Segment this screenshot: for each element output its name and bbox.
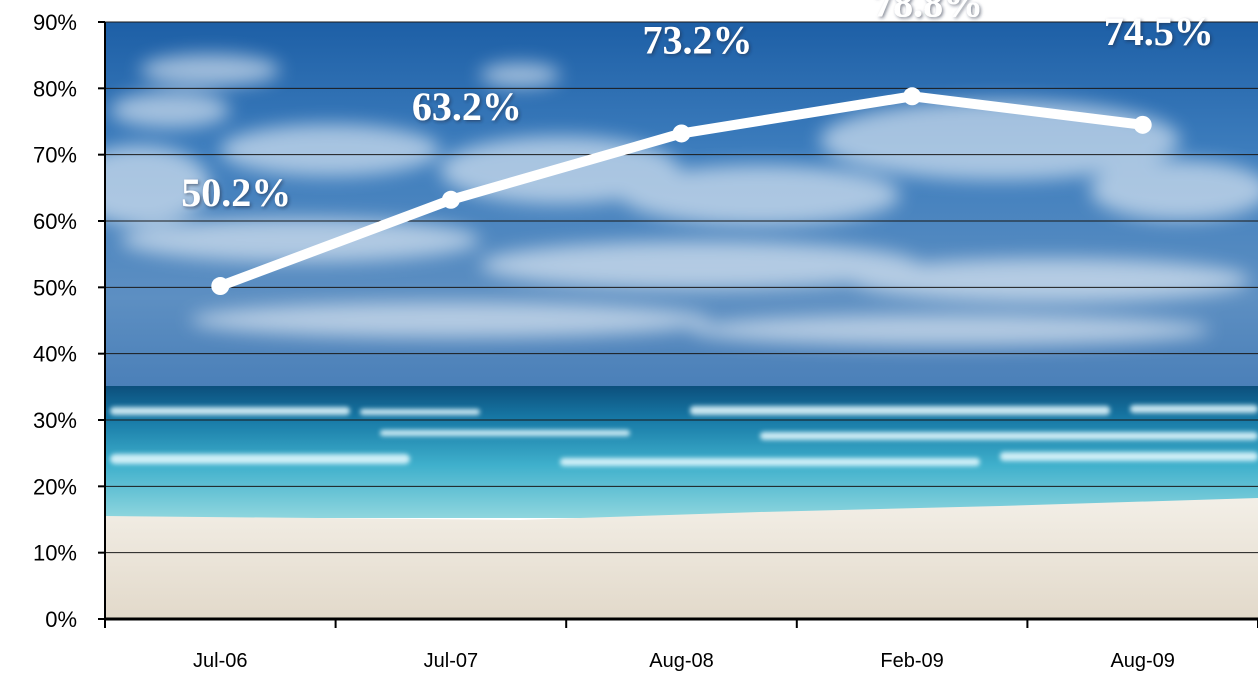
beach-background-image <box>105 22 1258 619</box>
data-point <box>903 87 922 106</box>
data-point <box>211 277 230 296</box>
data-label: 78.8% <box>873 0 983 25</box>
x-tick-label: Aug-08 <box>649 650 714 672</box>
data-labels: 50.2% 63.2% 73.2% 78.8% 74.5% <box>181 0 1213 215</box>
x-tick-label: Jul-06 <box>193 650 247 672</box>
series-line <box>211 87 1152 296</box>
gridlines <box>105 21 1258 554</box>
data-point <box>441 190 460 209</box>
axes <box>104 22 1258 621</box>
y-tick-label: 30% <box>33 408 77 433</box>
x-tick-label: Aug-09 <box>1110 650 1175 672</box>
y-tick-label: 90% <box>33 10 77 35</box>
x-axis-ticks: Jul-06 Jul-07 Aug-08 Feb-09 Aug-09 <box>104 619 1258 672</box>
data-label: 73.2% <box>643 17 753 62</box>
y-tick-label: 10% <box>33 541 77 566</box>
y-tick-label: 50% <box>33 275 77 300</box>
y-axis-ticks: 0% 10% 20% 30% 40% 50% 60% 70% 80% 90% <box>33 10 105 632</box>
data-label: 50.2% <box>181 170 291 215</box>
y-tick-label: 70% <box>33 143 77 168</box>
x-tick-label: Jul-07 <box>424 650 478 672</box>
y-tick-label: 0% <box>45 607 77 632</box>
y-tick-label: 20% <box>33 474 77 499</box>
data-point <box>672 124 691 143</box>
y-tick-label: 80% <box>33 76 77 101</box>
data-label: 74.5% <box>1104 9 1214 54</box>
x-tick-label: Feb-09 <box>880 650 943 672</box>
y-tick-label: 60% <box>33 209 77 234</box>
data-label: 63.2% <box>412 84 522 129</box>
y-tick-label: 40% <box>33 342 77 367</box>
data-point <box>1133 115 1152 134</box>
